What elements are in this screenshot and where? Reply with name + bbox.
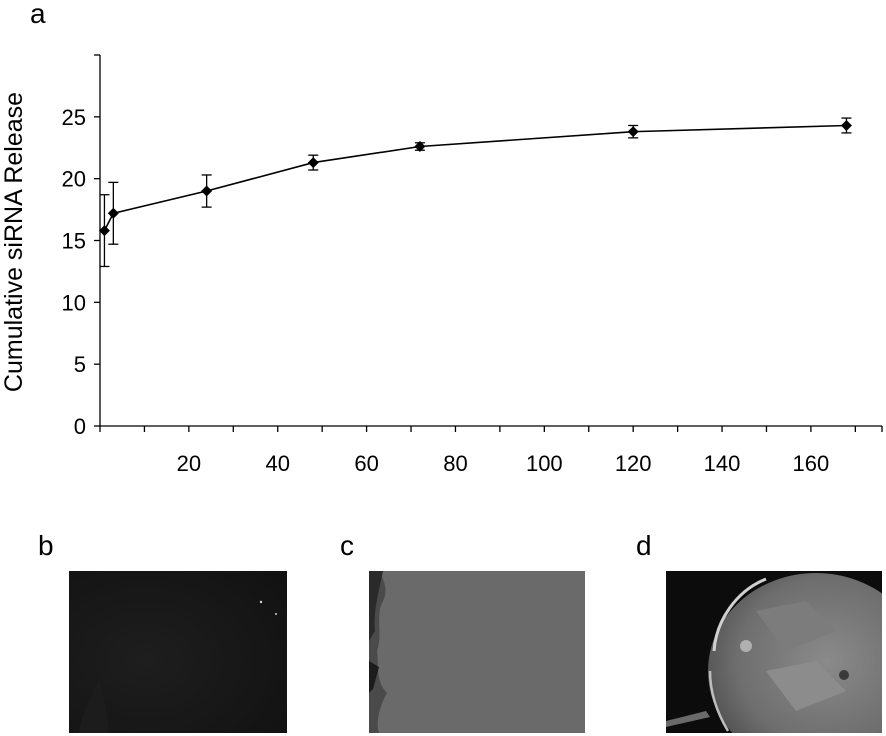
chart-axes: 0 5 10 15 20 25 20 40 60 80 100 120 140 160: [62, 54, 883, 476]
data-point: [414, 141, 426, 153]
y-axis-label: Cumulative siRNA Release: [0, 92, 28, 392]
x-tick-label: 140: [704, 451, 741, 476]
panel-label-b: b: [38, 530, 54, 561]
panel-label-a: a: [30, 0, 46, 29]
panel-label-c: c: [340, 530, 354, 561]
release-line-chart: 0 5 10 15 20 25 20 40 60 80 100 120 140 160 Cumulativ…: [0, 54, 883, 476]
data-point: [627, 126, 639, 138]
series-line: [103, 124, 847, 231]
data-point: [307, 157, 319, 169]
data-point: [840, 119, 852, 131]
x-tick-label: 100: [526, 451, 563, 476]
x-tick-label: 160: [793, 451, 830, 476]
micrograph-b: [69, 571, 287, 733]
panel-label-d: d: [636, 530, 652, 561]
x-tick-label: 20: [177, 451, 201, 476]
data-point: [201, 185, 213, 197]
y-tick-label: 15: [62, 229, 86, 254]
data-point: [98, 225, 110, 237]
micrograph-d: [666, 571, 882, 733]
micrograph-c: [369, 571, 585, 733]
x-tick-label: 80: [443, 451, 467, 476]
y-tick-label: 10: [62, 290, 86, 315]
x-tick-label: 60: [354, 451, 378, 476]
x-tick-label: 120: [615, 451, 652, 476]
y-tick-label: 5: [74, 352, 86, 377]
y-tick-label: 0: [74, 414, 86, 439]
chart-marks: [98, 117, 852, 268]
y-tick-label: 20: [62, 167, 86, 192]
x-tick-label: 40: [265, 451, 289, 476]
data-point: [107, 207, 119, 219]
y-tick-label: 25: [62, 105, 86, 130]
